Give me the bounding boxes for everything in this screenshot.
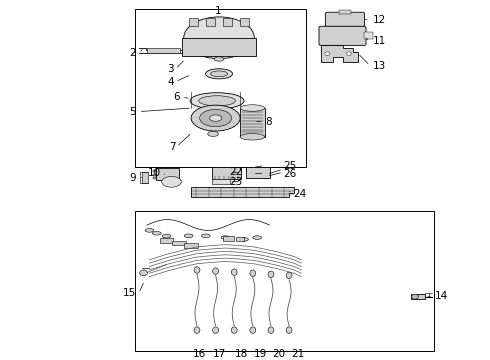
Text: 9: 9 — [129, 173, 136, 183]
Ellipse shape — [162, 176, 181, 187]
Ellipse shape — [162, 234, 171, 238]
Ellipse shape — [213, 327, 219, 333]
Bar — [223, 18, 232, 26]
Ellipse shape — [199, 96, 235, 106]
Text: 25: 25 — [283, 161, 296, 171]
Ellipse shape — [325, 52, 330, 55]
Ellipse shape — [140, 270, 147, 276]
Text: 22: 22 — [229, 167, 243, 177]
Ellipse shape — [286, 327, 292, 333]
Text: 15: 15 — [123, 288, 136, 298]
Bar — [212, 167, 241, 179]
Bar — [135, 9, 306, 167]
Ellipse shape — [213, 268, 219, 274]
Ellipse shape — [206, 69, 232, 79]
Ellipse shape — [194, 267, 200, 273]
Ellipse shape — [214, 57, 224, 61]
Bar — [153, 174, 156, 176]
Ellipse shape — [412, 294, 418, 299]
Bar — [240, 18, 249, 26]
Ellipse shape — [191, 105, 240, 131]
Ellipse shape — [221, 236, 230, 239]
Text: 24: 24 — [293, 189, 306, 199]
Bar — [411, 294, 425, 299]
Text: 10: 10 — [147, 168, 161, 178]
Text: 8: 8 — [266, 117, 272, 127]
Text: 16: 16 — [193, 349, 207, 359]
Text: 4: 4 — [167, 77, 174, 87]
Bar — [339, 10, 351, 14]
Bar — [206, 18, 215, 26]
Text: 17: 17 — [213, 349, 226, 359]
Text: 14: 14 — [435, 291, 448, 301]
Bar — [223, 236, 234, 241]
Bar — [212, 179, 230, 184]
Ellipse shape — [210, 115, 221, 121]
Bar — [172, 241, 186, 245]
Text: 2: 2 — [129, 48, 136, 58]
Ellipse shape — [231, 327, 237, 333]
Text: 5: 5 — [129, 107, 136, 117]
Ellipse shape — [200, 109, 232, 127]
Ellipse shape — [286, 272, 292, 279]
Ellipse shape — [268, 327, 274, 333]
Bar — [240, 108, 265, 137]
Text: 21: 21 — [291, 349, 305, 359]
Ellipse shape — [268, 271, 274, 278]
Ellipse shape — [250, 327, 256, 333]
Polygon shape — [191, 187, 294, 197]
Bar — [182, 38, 256, 56]
Ellipse shape — [250, 270, 256, 276]
Bar — [160, 238, 173, 243]
Ellipse shape — [231, 269, 237, 275]
Ellipse shape — [184, 17, 254, 59]
Text: 13: 13 — [372, 60, 386, 71]
Text: 11: 11 — [372, 36, 386, 46]
Bar — [147, 48, 180, 53]
Ellipse shape — [208, 131, 219, 136]
Ellipse shape — [253, 236, 262, 239]
Ellipse shape — [211, 71, 227, 77]
Bar — [142, 172, 148, 183]
Polygon shape — [321, 45, 358, 62]
FancyBboxPatch shape — [325, 12, 365, 27]
Text: 20: 20 — [272, 349, 285, 359]
Ellipse shape — [346, 52, 351, 55]
Bar — [184, 243, 198, 248]
Text: 7: 7 — [169, 142, 175, 152]
Text: 23: 23 — [229, 177, 243, 187]
Ellipse shape — [240, 134, 265, 140]
Bar — [189, 18, 198, 26]
Bar — [236, 237, 244, 241]
Bar — [135, 211, 434, 351]
FancyBboxPatch shape — [319, 26, 366, 45]
Ellipse shape — [194, 327, 200, 333]
Ellipse shape — [152, 231, 161, 235]
Ellipse shape — [190, 93, 244, 109]
Bar — [246, 167, 270, 178]
Ellipse shape — [240, 238, 248, 241]
Text: 26: 26 — [283, 168, 296, 179]
Ellipse shape — [240, 105, 265, 111]
Ellipse shape — [184, 234, 193, 238]
Text: 6: 6 — [173, 92, 180, 102]
Ellipse shape — [145, 229, 154, 232]
Ellipse shape — [201, 234, 210, 238]
Text: 12: 12 — [372, 15, 386, 25]
Text: 18: 18 — [234, 349, 248, 359]
Bar — [153, 177, 156, 179]
Bar — [364, 32, 373, 39]
Text: 1: 1 — [215, 6, 221, 17]
Bar — [153, 170, 156, 172]
Text: 19: 19 — [254, 349, 268, 359]
Bar — [156, 168, 179, 180]
Text: 3: 3 — [167, 64, 174, 74]
